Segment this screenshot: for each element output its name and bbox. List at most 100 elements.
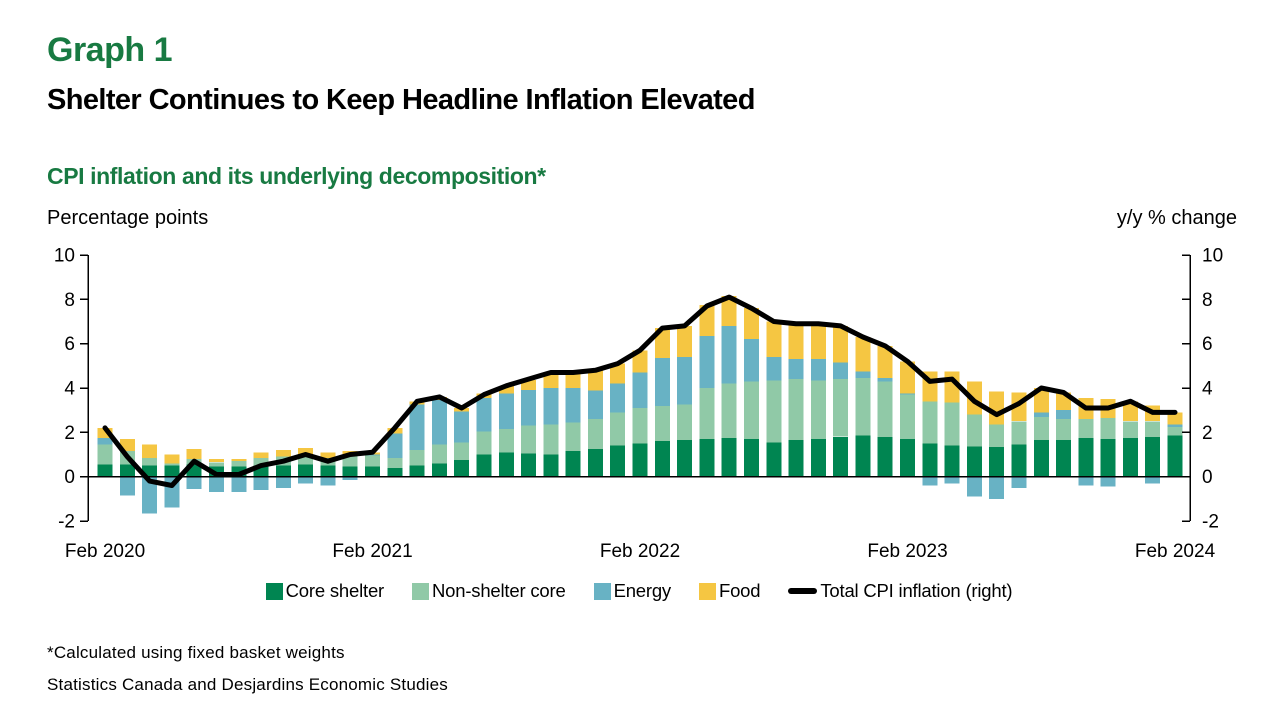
bar-segment-energy xyxy=(186,476,202,489)
left-axis-tick-label: 4 xyxy=(64,379,75,400)
bar-segment-food xyxy=(610,363,626,384)
x-axis-tick-label: Feb 2021 xyxy=(332,541,412,562)
left-axis-tick-label: 2 xyxy=(64,423,75,444)
bar-segment-non-shelter-core xyxy=(543,424,559,455)
legend-label-energy: Energy xyxy=(613,580,672,601)
bar-segment-core-shelter xyxy=(699,439,715,477)
bar-segment-non-shelter-core xyxy=(989,424,1005,447)
right-axis-tick-label: -2 xyxy=(1202,512,1219,533)
bar-segment-core-shelter xyxy=(744,439,759,477)
right-axis-tick-label: 2 xyxy=(1202,423,1213,444)
bar-segment-non-shelter-core xyxy=(1011,421,1027,445)
bar-segment-non-shelter-core xyxy=(387,457,403,468)
bar-segment-core-shelter xyxy=(1033,440,1049,477)
legend-label-core-shelter: Core shelter xyxy=(285,580,385,601)
bar-segment-energy xyxy=(587,390,603,419)
bar-segment-energy xyxy=(677,357,693,405)
bar-segment-energy xyxy=(989,476,1005,499)
bar-segment-energy xyxy=(900,393,915,395)
bar-segment-non-shelter-core xyxy=(788,379,804,441)
bar-segment-energy xyxy=(1033,412,1049,417)
bar-segment-core-shelter xyxy=(1167,435,1183,477)
bar-segment-non-shelter-core xyxy=(1056,419,1071,441)
bar-segment-non-shelter-core xyxy=(476,431,492,455)
bar-segment-non-shelter-core xyxy=(944,402,960,446)
bar-segment-core-shelter xyxy=(721,437,737,477)
bar-segment-energy xyxy=(253,476,269,490)
bar-segment-energy xyxy=(610,383,626,413)
bar-segment-core-shelter xyxy=(833,436,849,477)
bar-segment-energy xyxy=(209,476,224,493)
bar-segment-non-shelter-core xyxy=(164,463,180,466)
bar-segment-core-shelter xyxy=(387,467,403,477)
bar-segment-core-shelter xyxy=(342,466,358,477)
bar-segment-energy xyxy=(298,476,314,484)
bar-segment-core-shelter xyxy=(498,452,514,477)
bar-segment-energy xyxy=(1145,476,1161,484)
bar-segment-non-shelter-core xyxy=(253,457,269,466)
bar-segment-energy xyxy=(498,393,514,429)
bar-segment-core-shelter xyxy=(900,439,915,477)
bar-segment-energy xyxy=(1056,410,1071,420)
bar-segment-energy xyxy=(810,359,826,381)
bar-segment-food xyxy=(142,444,158,458)
bar-segment-non-shelter-core xyxy=(565,422,581,452)
left-axis-tick-label: -2 xyxy=(58,512,75,533)
bar-segment-food xyxy=(855,337,871,372)
bar-segment-non-shelter-core xyxy=(1145,421,1161,437)
legend-item-energy: Energy xyxy=(593,580,672,602)
bar-segment-energy xyxy=(521,390,536,426)
bar-segment-core-shelter xyxy=(677,440,693,477)
bar-segment-non-shelter-core xyxy=(298,454,314,465)
bar-segment-non-shelter-core xyxy=(632,408,648,444)
bar-segment-core-shelter xyxy=(788,440,804,477)
bar-segment-food xyxy=(989,391,1005,425)
right-axis-tick-label: 4 xyxy=(1202,379,1213,400)
bar-segment-core-shelter xyxy=(565,451,581,477)
right-axis-title: y/y % change xyxy=(1116,207,1237,229)
bar-segment-core-shelter xyxy=(766,442,782,477)
x-axis-labels: Feb 2020 Feb 2021 Feb 2022 Feb 2023 Feb 2024 xyxy=(65,541,1216,562)
legend-item-food: Food xyxy=(698,580,761,602)
legend-item-total-cpi-line: Total CPI inflation (right) xyxy=(788,580,1013,602)
bar-segment-energy xyxy=(565,388,581,423)
legend-item-core-shelter: Core shelter xyxy=(265,580,385,602)
bar-segment-food xyxy=(677,325,693,357)
bar-segment-energy xyxy=(788,359,804,380)
bar-segment-food xyxy=(833,325,849,363)
x-axis-tick-label: Feb 2022 xyxy=(600,541,680,562)
bar-segment-non-shelter-core xyxy=(97,444,113,465)
bar-segment-non-shelter-core xyxy=(810,380,826,439)
non-shelter-core-swatch-icon xyxy=(412,582,429,600)
bar-segment-energy xyxy=(1100,476,1116,487)
bar-segment-non-shelter-core xyxy=(766,380,782,443)
right-axis-tick-label: 6 xyxy=(1202,334,1213,355)
legend-item-non-shelter-core: Non-shelter core xyxy=(412,580,566,602)
legend-label-food: Food xyxy=(718,580,761,601)
bar-segment-core-shelter xyxy=(922,443,938,477)
cpi-line-swatch-icon xyxy=(788,588,818,594)
bar-segment-core-shelter xyxy=(587,449,603,477)
bar-segment-energy xyxy=(922,476,938,486)
bar-segment-non-shelter-core xyxy=(454,442,470,460)
bar-segment-core-shelter xyxy=(142,465,158,477)
bar-segment-energy xyxy=(855,371,871,378)
bar-segment-non-shelter-core xyxy=(587,419,603,449)
bar-segment-core-shelter xyxy=(119,464,135,477)
legend-label-total-cpi: Total CPI inflation (right) xyxy=(820,580,1013,601)
bar-segment-core-shelter xyxy=(275,465,291,477)
bar-segment-core-shelter xyxy=(454,460,470,477)
bar-segment-energy xyxy=(342,476,358,480)
bar-segment-food xyxy=(298,447,314,455)
bar-segment-energy xyxy=(365,454,380,456)
bar-segment-food xyxy=(565,372,581,388)
bar-segment-non-shelter-core xyxy=(231,461,247,467)
left-axis-tick-label: 8 xyxy=(64,290,75,311)
bar-segment-non-shelter-core xyxy=(142,457,158,466)
bar-segment-core-shelter xyxy=(966,446,982,477)
bar-segment-non-shelter-core xyxy=(855,378,871,436)
bar-segment-energy xyxy=(654,358,670,406)
bar-segment-food xyxy=(788,321,804,360)
bar-segment-non-shelter-core xyxy=(409,450,425,466)
bar-segment-core-shelter xyxy=(365,466,380,477)
